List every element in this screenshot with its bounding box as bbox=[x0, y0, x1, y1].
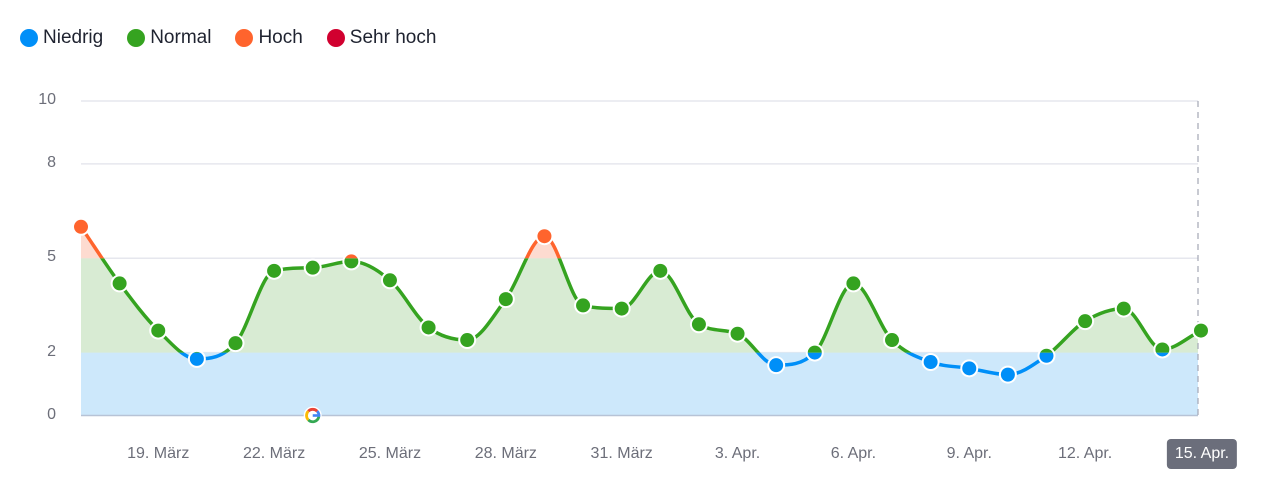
data-point[interactable] bbox=[651, 261, 670, 280]
data-point[interactable] bbox=[844, 274, 863, 293]
data-point[interactable] bbox=[72, 217, 90, 236]
legend-item-hoch[interactable]: Hoch bbox=[235, 26, 303, 50]
y-tick-label: 10 bbox=[38, 91, 56, 108]
circle-icon bbox=[235, 29, 254, 47]
data-point[interactable] bbox=[998, 365, 1017, 384]
active-date-tooltip: 15. Apr. bbox=[1166, 439, 1238, 469]
x-tick-label: 9. Apr. bbox=[946, 445, 992, 462]
circle-icon bbox=[326, 29, 345, 47]
x-tick-label: 31. März bbox=[590, 445, 653, 462]
data-point[interactable] bbox=[921, 353, 940, 372]
x-tick-label: 3. Apr. bbox=[714, 445, 761, 462]
data-point[interactable] bbox=[767, 356, 786, 375]
data-point[interactable] bbox=[1191, 321, 1210, 340]
legend-label: Sehr hoch bbox=[349, 27, 437, 48]
y-tick-label: 0 bbox=[47, 405, 56, 423]
data-point[interactable] bbox=[1153, 340, 1172, 359]
data-point[interactable] bbox=[689, 315, 708, 334]
data-point[interactable] bbox=[883, 331, 902, 350]
x-tick-label: 19. März bbox=[127, 445, 190, 462]
circle-icon bbox=[127, 29, 146, 47]
data-point[interactable] bbox=[110, 274, 129, 293]
data-point[interactable] bbox=[265, 261, 284, 280]
data-point[interactable] bbox=[458, 331, 477, 350]
x-tick-label: 12. Apr. bbox=[1057, 445, 1113, 462]
data-point[interactable] bbox=[535, 227, 554, 246]
legend-item-normal[interactable]: Normal bbox=[127, 26, 211, 50]
x-tick-label: 22. März bbox=[242, 445, 306, 462]
data-point[interactable] bbox=[1114, 299, 1133, 318]
data-point[interactable] bbox=[1076, 312, 1095, 331]
legend-label: Niedrig bbox=[43, 27, 104, 48]
data-point[interactable] bbox=[342, 252, 361, 271]
x-tick-label: 25. März bbox=[358, 445, 422, 462]
data-point[interactable] bbox=[612, 299, 631, 318]
data-point[interactable] bbox=[149, 321, 168, 340]
x-tick-label: 28. März bbox=[474, 445, 537, 462]
data-points[interactable] bbox=[72, 217, 1210, 384]
y-tick-label: 2 bbox=[47, 342, 56, 360]
legend-item-niedrig[interactable]: Niedrig bbox=[20, 26, 103, 50]
data-point[interactable] bbox=[226, 334, 245, 353]
data-point[interactable] bbox=[1037, 346, 1056, 365]
data-point[interactable] bbox=[419, 318, 438, 337]
chart-legend: Niedrig Normal Hoch Sehr hoch bbox=[20, 26, 460, 50]
y-tick-label: 5 bbox=[47, 248, 56, 266]
data-point[interactable] bbox=[805, 343, 824, 362]
legend-label: Normal bbox=[150, 27, 212, 48]
data-point[interactable] bbox=[380, 271, 399, 290]
data-point[interactable] bbox=[960, 359, 979, 378]
x-tick-label: 6. Apr. bbox=[830, 445, 877, 462]
data-point[interactable] bbox=[187, 349, 206, 368]
circle-icon bbox=[20, 29, 38, 47]
data-point[interactable] bbox=[574, 296, 593, 315]
legend-label: Hoch bbox=[258, 27, 303, 48]
y-tick-label: 8 bbox=[47, 153, 56, 171]
data-point[interactable] bbox=[496, 290, 515, 309]
legend-item-sehr-hoch[interactable]: Sehr hoch bbox=[326, 26, 437, 50]
data-point[interactable] bbox=[303, 258, 322, 277]
data-point[interactable] bbox=[728, 324, 747, 343]
google-g-icon[interactable] bbox=[303, 406, 322, 425]
